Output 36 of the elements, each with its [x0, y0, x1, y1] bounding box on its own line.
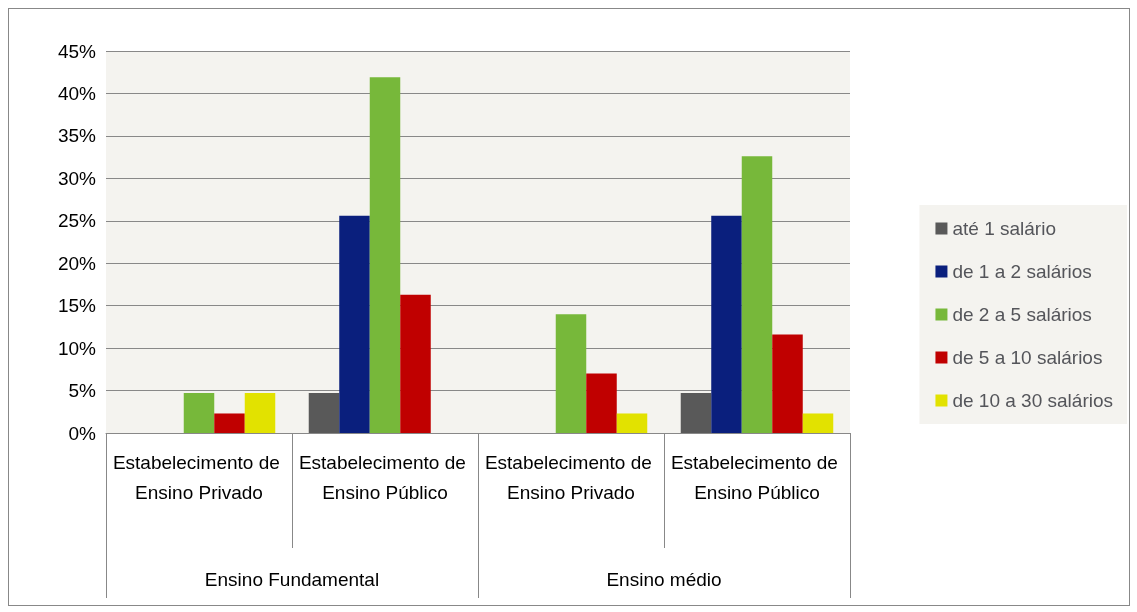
legend-label: de 5 a 10 salários	[952, 347, 1103, 368]
bar	[772, 334, 803, 433]
bar	[244, 393, 276, 433]
bar	[711, 215, 742, 433]
legend-label: de 1 a 2 salários	[952, 261, 1092, 282]
bar	[802, 413, 834, 433]
legend-label: de 2 a 5 salários	[952, 304, 1092, 325]
x-tick-label: Estabelecimento de Ensino Privado	[112, 451, 286, 503]
bar	[183, 393, 215, 433]
x-tick-label: Estabelecimento de Ensino Público	[670, 451, 844, 503]
bar	[339, 215, 370, 433]
bar	[586, 373, 617, 433]
y-tick-label: 45%	[57, 40, 97, 62]
bar	[680, 393, 712, 433]
y-tick-label: 15%	[57, 295, 97, 317]
y-tick-label: 5%	[68, 380, 97, 402]
bar	[214, 413, 245, 433]
bar	[555, 314, 587, 433]
y-tick-label: 40%	[57, 82, 97, 104]
x-tick-label: Estabelecimento de Ensino Público	[298, 451, 472, 503]
text: Ensino Fundamental	[204, 569, 380, 590]
y-tick-label: 10%	[57, 337, 97, 359]
text: Ensino médio	[606, 569, 722, 590]
y-tick-label: 35%	[57, 125, 97, 147]
y-tick-label: 20%	[57, 252, 97, 274]
bar	[616, 413, 648, 433]
x-tick-label: Estabelecimento de Ensino Privado	[484, 451, 658, 503]
y-tick-label: 25%	[57, 210, 97, 232]
legend-label: até 1 salário	[952, 218, 1056, 239]
bar	[369, 77, 401, 433]
bar	[741, 156, 773, 433]
y-tick-label: 30%	[57, 167, 97, 189]
bar	[400, 294, 431, 433]
bar	[308, 393, 340, 433]
y-tick-label: 0%	[68, 422, 97, 444]
legend-label: de 10 a 30 salários	[952, 390, 1114, 411]
